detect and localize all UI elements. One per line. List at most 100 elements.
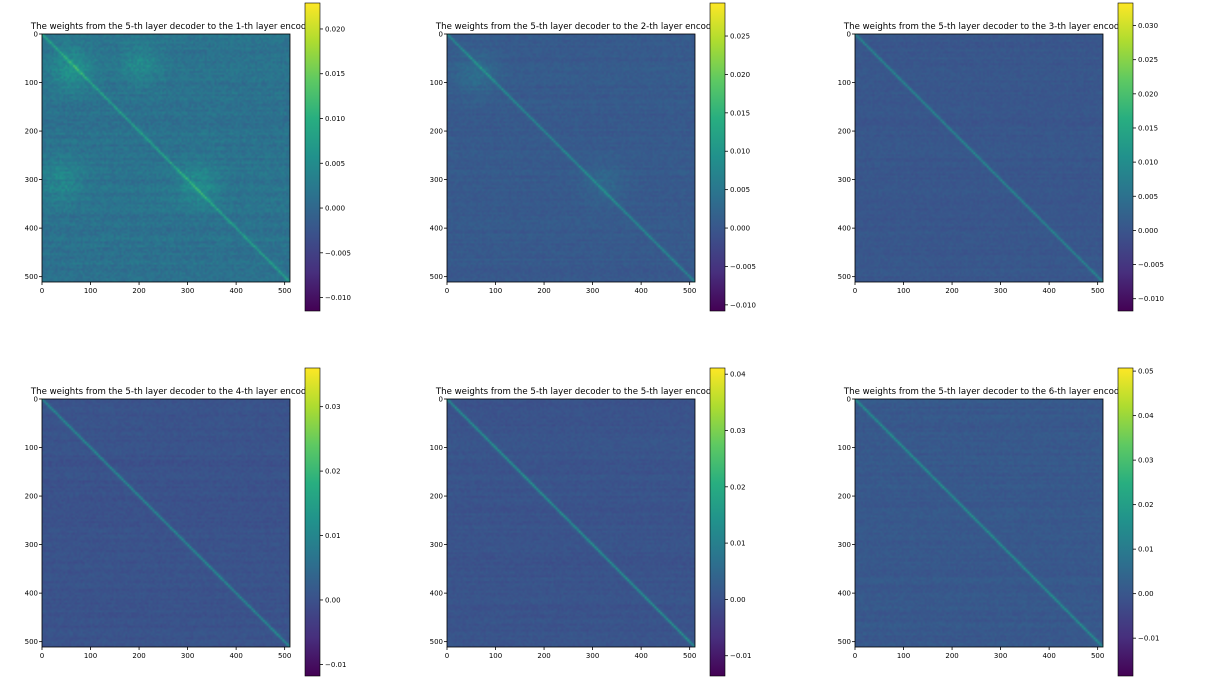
y-tick-label: 400 — [838, 590, 851, 598]
y-tick-label: 300 — [838, 541, 851, 549]
y-tick-label: 0 — [34, 31, 38, 39]
colorbar-tick-label: 0.03 — [325, 403, 341, 411]
colorbar-tick-label: 0.05 — [1138, 368, 1154, 376]
colorbar-tick-label: 0.015 — [1138, 124, 1158, 132]
axes-frame — [446, 33, 696, 283]
x-tick-label: 500 — [278, 287, 291, 295]
colorbar-tick-label: 0.000 — [730, 225, 750, 233]
colorbar-tick-label: 0.020 — [730, 71, 750, 79]
chart-title: The weights from the 5-th layer decoder … — [843, 22, 1130, 32]
colorbar-tick-label: 0.000 — [1138, 227, 1158, 235]
x-tick-label: 300 — [181, 287, 194, 295]
colorbar-tick-label: 0.03 — [730, 427, 746, 435]
x-tick-label: 300 — [586, 652, 599, 660]
colorbar-tick-label: 0.04 — [1138, 412, 1154, 420]
y-tick-label: 200 — [838, 128, 851, 136]
colorbar-tick-label: 0.015 — [325, 70, 345, 78]
x-tick-label: 0 — [445, 652, 449, 660]
colorbar — [709, 367, 726, 677]
colorbar-tick-label: −0.010 — [325, 294, 351, 302]
y-tick-label: 200 — [25, 128, 38, 136]
colorbar-tick-label: 0.025 — [1138, 56, 1158, 64]
x-tick-label: 100 — [84, 652, 97, 660]
y-tick-label: 0 — [439, 31, 443, 39]
colorbar-tick-label: 0.025 — [730, 33, 750, 41]
y-tick-label: 400 — [430, 225, 443, 233]
heatmap-image — [855, 399, 1103, 647]
y-tick-label: 400 — [838, 225, 851, 233]
axes-frame — [41, 398, 291, 648]
x-tick-label: 0 — [445, 287, 449, 295]
colorbar-tick-label: 0.010 — [730, 148, 750, 156]
y-tick-label: 400 — [430, 590, 443, 598]
colorbar-tick-label: 0.020 — [325, 25, 345, 33]
colorbar-tick-label: −0.005 — [325, 249, 351, 257]
y-tick-label: 0 — [439, 396, 443, 404]
colorbar-tick-label: 0.010 — [325, 115, 345, 123]
y-tick-label: 500 — [430, 638, 443, 646]
colorbar-tick-label: 0.000 — [325, 205, 345, 213]
x-tick-label: 500 — [1091, 287, 1104, 295]
colorbar-tick-label: −0.005 — [730, 263, 756, 271]
colorbar-tick-label: −0.005 — [1138, 261, 1164, 269]
x-tick-label: 500 — [683, 287, 696, 295]
x-tick-label: 0 — [853, 652, 857, 660]
y-tick-label: 200 — [838, 493, 851, 501]
x-tick-label: 400 — [1042, 652, 1055, 660]
colorbar-tick-label: 0.015 — [730, 109, 750, 117]
colorbar-tick-label: 0.02 — [1138, 501, 1154, 509]
y-tick-label: 100 — [838, 79, 851, 87]
y-tick-label: 300 — [430, 541, 443, 549]
y-tick-label: 0 — [847, 396, 851, 404]
x-tick-label: 200 — [132, 652, 145, 660]
y-tick-label: 0 — [847, 31, 851, 39]
y-tick-label: 100 — [25, 79, 38, 87]
x-tick-label: 0 — [40, 287, 44, 295]
y-tick-label: 500 — [838, 638, 851, 646]
colorbar-tick-label: −0.01 — [325, 661, 346, 669]
heatmap-image — [447, 34, 695, 282]
x-tick-label: 400 — [634, 652, 647, 660]
x-tick-label: 0 — [40, 652, 44, 660]
x-tick-label: 0 — [853, 287, 857, 295]
x-tick-label: 500 — [1091, 652, 1104, 660]
heatmap-image — [447, 399, 695, 647]
y-tick-label: 500 — [25, 638, 38, 646]
x-tick-label: 200 — [537, 287, 550, 295]
colorbar-tick-label: 0.020 — [1138, 90, 1158, 98]
colorbar — [1117, 2, 1134, 312]
y-tick-label: 500 — [430, 273, 443, 281]
y-tick-label: 300 — [25, 176, 38, 184]
x-tick-label: 100 — [897, 287, 910, 295]
x-tick-label: 100 — [489, 287, 502, 295]
x-tick-label: 400 — [1042, 287, 1055, 295]
y-tick-label: 100 — [25, 444, 38, 452]
colorbar-tick-label: 0.02 — [730, 483, 746, 491]
x-tick-label: 100 — [489, 652, 502, 660]
x-tick-label: 300 — [181, 652, 194, 660]
colorbar-tick-label: 0.005 — [325, 160, 345, 168]
colorbar-tick-label: 0.00 — [325, 596, 341, 604]
x-tick-label: 500 — [278, 652, 291, 660]
x-tick-label: 300 — [586, 287, 599, 295]
x-tick-label: 300 — [994, 287, 1007, 295]
x-tick-label: 200 — [537, 652, 550, 660]
colorbar-tick-label: 0.03 — [1138, 457, 1154, 465]
x-tick-label: 300 — [994, 652, 1007, 660]
y-tick-label: 400 — [25, 225, 38, 233]
heatmap-image — [42, 399, 290, 647]
x-tick-label: 500 — [683, 652, 696, 660]
axes-frame — [854, 33, 1104, 283]
chart-title: The weights from the 5-th layer decoder … — [435, 387, 722, 397]
colorbar-tick-label: −0.010 — [730, 301, 756, 309]
heatmap-image — [42, 34, 290, 282]
y-tick-label: 300 — [430, 176, 443, 184]
axes-frame — [854, 398, 1104, 648]
